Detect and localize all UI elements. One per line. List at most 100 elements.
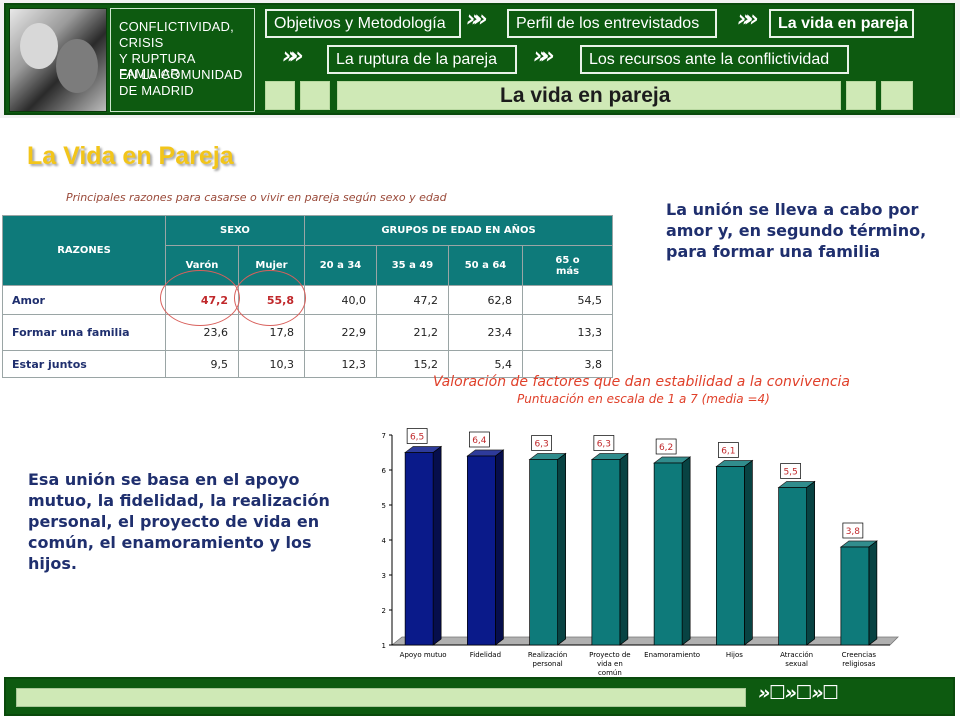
table-header-razones: RAZONES: [2, 215, 166, 286]
reasons-table: RAZONES SEXO GRUPOS DE EDAD EN AÑOS Varó…: [2, 215, 613, 378]
chart-bar: [404, 452, 434, 646]
highlight-circle-mujer: [234, 270, 306, 326]
table-caption: Principales razones para casarse o vivir…: [66, 191, 447, 204]
table-header-sexo: SEXO: [165, 215, 305, 246]
table-row: Estar juntos 9,5 10,3 12,3 15,2 5,4 3,8: [2, 350, 613, 378]
chart-y-tick-label: 3: [382, 572, 386, 580]
chart-subtitle: Puntuación en escala de 1 a 7 (media =4): [517, 392, 770, 406]
table-cell: 62,8: [448, 285, 523, 315]
chart-data-label: 6,4: [472, 436, 487, 446]
nav-objetivos-button[interactable]: Objetivos y Metodología: [265, 9, 461, 38]
table-cell: 15,2: [376, 350, 449, 378]
chart-category-label: personal: [533, 660, 563, 668]
chart-bar-side: [495, 449, 504, 646]
chart-category-label: sexual: [785, 660, 808, 668]
chart-category-label: Proyecto de: [589, 651, 630, 659]
chart-bar: [653, 462, 683, 646]
chart-bar-side: [806, 480, 815, 646]
chart-bar: [467, 455, 496, 646]
chart-bar: [529, 459, 558, 646]
chart-bar-side: [432, 445, 442, 646]
section-title-bar: [337, 81, 841, 110]
table-cell-reason: Amor: [2, 285, 166, 315]
chart-category-label: común: [598, 669, 622, 675]
chart-data-label: 6,3: [597, 440, 611, 450]
chart-data-label: 6,3: [534, 440, 548, 450]
chart-y-tick-label: 5: [382, 502, 386, 510]
nav-square-4: [881, 81, 913, 110]
chart-category-label: religiosas: [842, 660, 876, 668]
table-cell: 22,9: [304, 314, 377, 351]
chart-y-tick-label: 2: [382, 607, 386, 615]
chart-title: Valoración de factores que dan estabilid…: [433, 374, 850, 390]
table-subheader: 20 a 34: [304, 245, 377, 286]
chart-bar: [716, 466, 745, 646]
table-cell: 13,3: [522, 314, 613, 351]
chart-data-label: 5,5: [783, 468, 797, 478]
nav-perfil-button[interactable]: Perfil de los entrevistados: [507, 9, 717, 38]
project-line-1: CONFLICTIVIDAD,: [119, 19, 234, 34]
chart-category-label: Fidelidad: [470, 651, 501, 659]
footer-nav-chevrons: » ☐ » ☐ » ☐: [758, 682, 839, 704]
nav-arrow-icon: »»: [466, 7, 487, 32]
nav-arrow-icon: »»: [533, 44, 554, 69]
chart-data-label-box: [531, 435, 552, 451]
table-cell-reason: Estar juntos: [2, 350, 166, 378]
chart-category-label: Apoyo mutuo: [400, 651, 447, 659]
table-cell: 10,3: [238, 350, 305, 378]
table-row: Amor 47,2 55,8 40,0 47,2 62,8 54,5: [2, 285, 613, 315]
chart-y-tick-label: 4: [382, 537, 387, 545]
table-cell: 3,8: [522, 350, 613, 378]
chart-bar-side: [619, 452, 629, 646]
table-cell: 40,0: [304, 285, 377, 315]
chart-data-label-box: [780, 463, 801, 479]
project-line-3: Y RUPTURA FAMILIAR: [119, 51, 195, 81]
nav-vida-en-pareja-button[interactable]: La vida en pareja: [769, 9, 914, 38]
chart-bar-side: [744, 459, 753, 646]
table-cell: 12,3: [304, 350, 377, 378]
nav-arrow-icon: »»: [282, 44, 303, 69]
summary-text-apoyo: Esa unión se basa en el apoyo mutuo, la …: [28, 470, 330, 573]
highlight-circle-varon: [160, 270, 240, 326]
couple-photo: [9, 8, 107, 112]
table-cell: 5,4: [448, 350, 523, 378]
summary-text-union: La unión se lleva a cabo por amor y, en …: [666, 200, 927, 261]
project-line-5: DE MADRID: [119, 83, 194, 98]
footer-light-bar: [16, 688, 746, 707]
chart-data-label-box: [593, 435, 615, 451]
chart-bar-side: [868, 540, 878, 646]
table-cell-reason: Formar una familia: [2, 314, 166, 351]
table-subheader: 35 a 49: [376, 245, 449, 286]
table-cell: 23,4: [448, 314, 523, 351]
table-cell: 21,2: [376, 314, 449, 351]
chart-category-label: Atracción: [780, 651, 813, 659]
project-title-box: CONFLICTIVIDAD, CRISIS Y RUPTURA FAMILIA…: [110, 8, 255, 112]
photo-face-left: [20, 23, 58, 69]
chart-data-label-box: [469, 431, 490, 448]
chart-category-label: Creencias: [842, 651, 877, 659]
chart-bar-side: [681, 456, 691, 646]
chart-category-label: Realización: [528, 651, 568, 659]
nav-recursos-button[interactable]: Los recursos ante la conflictividad: [580, 45, 849, 74]
section-title: La vida en pareja: [500, 84, 671, 107]
chart-bar-side: [557, 452, 566, 646]
nav-arrow-icon: »»: [737, 7, 758, 32]
nav-square-2: [300, 81, 330, 110]
chart-data-label: 6,1: [721, 447, 735, 457]
chart-data-label-box: [718, 442, 739, 458]
chart-data-label-box: [655, 438, 677, 455]
chart-bar: [778, 487, 807, 646]
table-cell: 9,5: [165, 350, 239, 378]
chart-y-tick-label: 6: [382, 467, 387, 475]
nav-square-3: [846, 81, 876, 110]
nav-ruptura-button[interactable]: La ruptura de la pareja: [327, 45, 517, 74]
page-title: La Vida en Pareja: [27, 142, 234, 170]
chart-data-label: 6,5: [410, 433, 424, 443]
chart-category-label: Hijos: [726, 651, 743, 659]
nav-square-1: [265, 81, 295, 110]
project-line-2: CRISIS: [119, 35, 164, 50]
chart-data-label-box: [406, 428, 428, 444]
header-banner: CONFLICTIVIDAD, CRISIS Y RUPTURA FAMILIA…: [0, 0, 960, 118]
table-cell: 54,5: [522, 285, 613, 315]
project-line-4: EN LA COMUNIDAD: [119, 67, 243, 82]
